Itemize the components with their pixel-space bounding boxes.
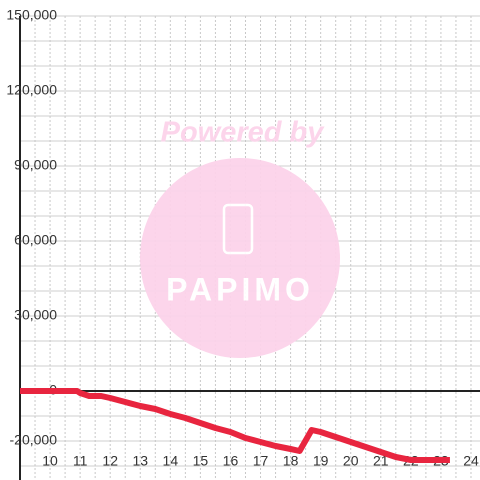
y-tick-label: 30,000 [14, 307, 57, 323]
x-tick-label: 20 [343, 453, 359, 469]
x-tick-label: 12 [102, 453, 118, 469]
watermark-phone [222, 203, 254, 255]
y-tick-label: 90,000 [14, 157, 57, 173]
y-tick-label: 120,000 [6, 82, 57, 98]
x-tick-label: 14 [163, 453, 179, 469]
x-tick-label: 16 [223, 453, 239, 469]
y-tick-label: 60,000 [14, 232, 57, 248]
watermark-logo: PAPIMO [166, 271, 314, 307]
x-tick-label: 18 [283, 453, 299, 469]
y-tick-label: -20,000 [10, 432, 58, 448]
x-tick-label: 24 [463, 453, 479, 469]
x-tick-label: 11 [73, 453, 88, 469]
marks: 150,000120,00090,00060,00030,0000-20,000… [6, 7, 479, 469]
watermark: Powered by PAPIMO [140, 117, 340, 358]
x-tick-label: 15 [193, 453, 209, 469]
x-tick-label: 17 [253, 453, 269, 469]
watermark-circle [140, 158, 340, 358]
x-tick-label: 19 [313, 453, 329, 469]
x-tick-label: 13 [132, 453, 148, 469]
x-tick-label: 10 [42, 453, 58, 469]
line [20, 388, 450, 463]
watermark-top: Powered by [161, 117, 326, 149]
x-tick-label: 21 [373, 453, 389, 469]
y-tick-label: 150,000 [6, 7, 57, 23]
